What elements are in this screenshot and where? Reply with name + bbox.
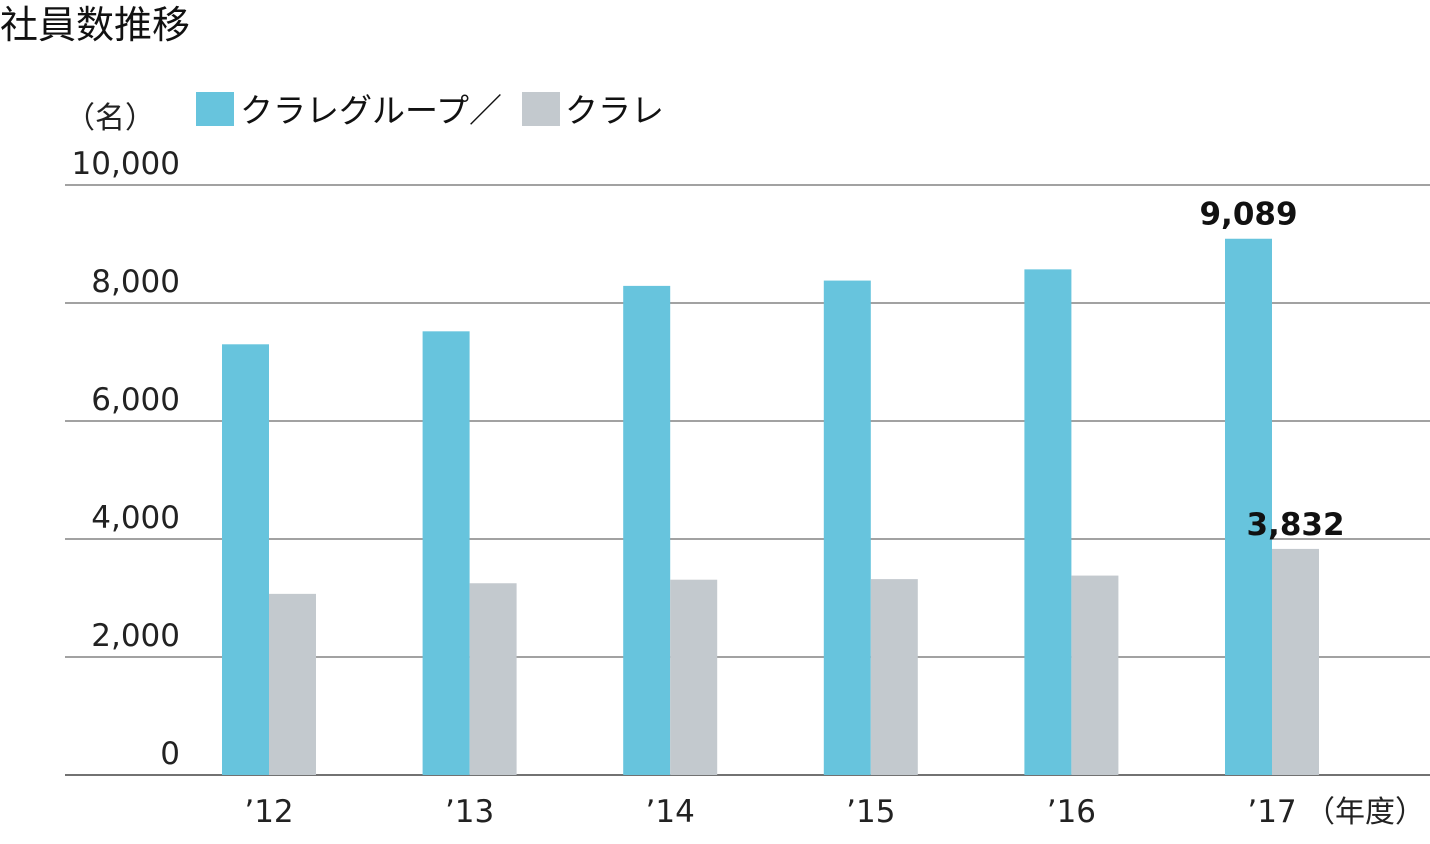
legend-swatch-kuraray xyxy=(522,92,560,126)
x-axis-unit-label: （年度） xyxy=(1305,795,1425,830)
y-tick-label: 0 xyxy=(160,736,180,772)
bar-kuraray xyxy=(670,579,718,775)
x-category-label: ’16 xyxy=(1047,794,1096,830)
bar-kuraray xyxy=(269,593,316,775)
chart-title: 社員数推移 xyxy=(0,3,190,47)
y-tick-label: 6,000 xyxy=(91,382,180,418)
bar-group xyxy=(1225,238,1272,775)
bar-kuraray xyxy=(1071,575,1119,775)
legend-swatch-group xyxy=(196,92,234,126)
x-category-label: ’13 xyxy=(445,794,494,830)
bar-group xyxy=(1024,269,1072,775)
data-label: 9,089 xyxy=(1199,197,1297,233)
bar-group xyxy=(623,285,671,775)
x-axis-categories: ’12 ’13 ’14 ’15 ’16 ’17 xyxy=(244,794,1296,830)
bar-group xyxy=(222,344,269,775)
y-tick-label: 10,000 xyxy=(72,146,180,182)
bar-group xyxy=(422,331,470,775)
bar-kuraray xyxy=(1272,548,1319,775)
bars xyxy=(222,238,1319,775)
data-label: 3,832 xyxy=(1246,507,1344,543)
y-tick-label: 2,000 xyxy=(91,618,180,654)
legend-label-kuraray: クラレ xyxy=(565,91,664,130)
bar-kuraray xyxy=(469,583,517,775)
x-category-label: ’15 xyxy=(846,794,895,830)
x-category-label: ’14 xyxy=(646,794,695,830)
y-tick-label: 4,000 xyxy=(91,500,180,536)
legend-label-group: クラレグループ／ xyxy=(240,91,502,130)
bar-group xyxy=(823,280,871,775)
legend: クラレグループ／ クラレ xyxy=(196,91,664,130)
bar-kuraray xyxy=(870,579,918,775)
y-axis-ticks: 0 2,000 4,000 6,000 8,000 10,000 xyxy=(72,146,180,772)
y-tick-label: 8,000 xyxy=(91,264,180,300)
x-category-label: ’12 xyxy=(244,794,293,830)
data-labels: 9,089 3,832 xyxy=(1199,197,1344,543)
y-axis-unit-label: （名） xyxy=(65,101,155,136)
x-category-label: ’17 xyxy=(1247,794,1296,830)
